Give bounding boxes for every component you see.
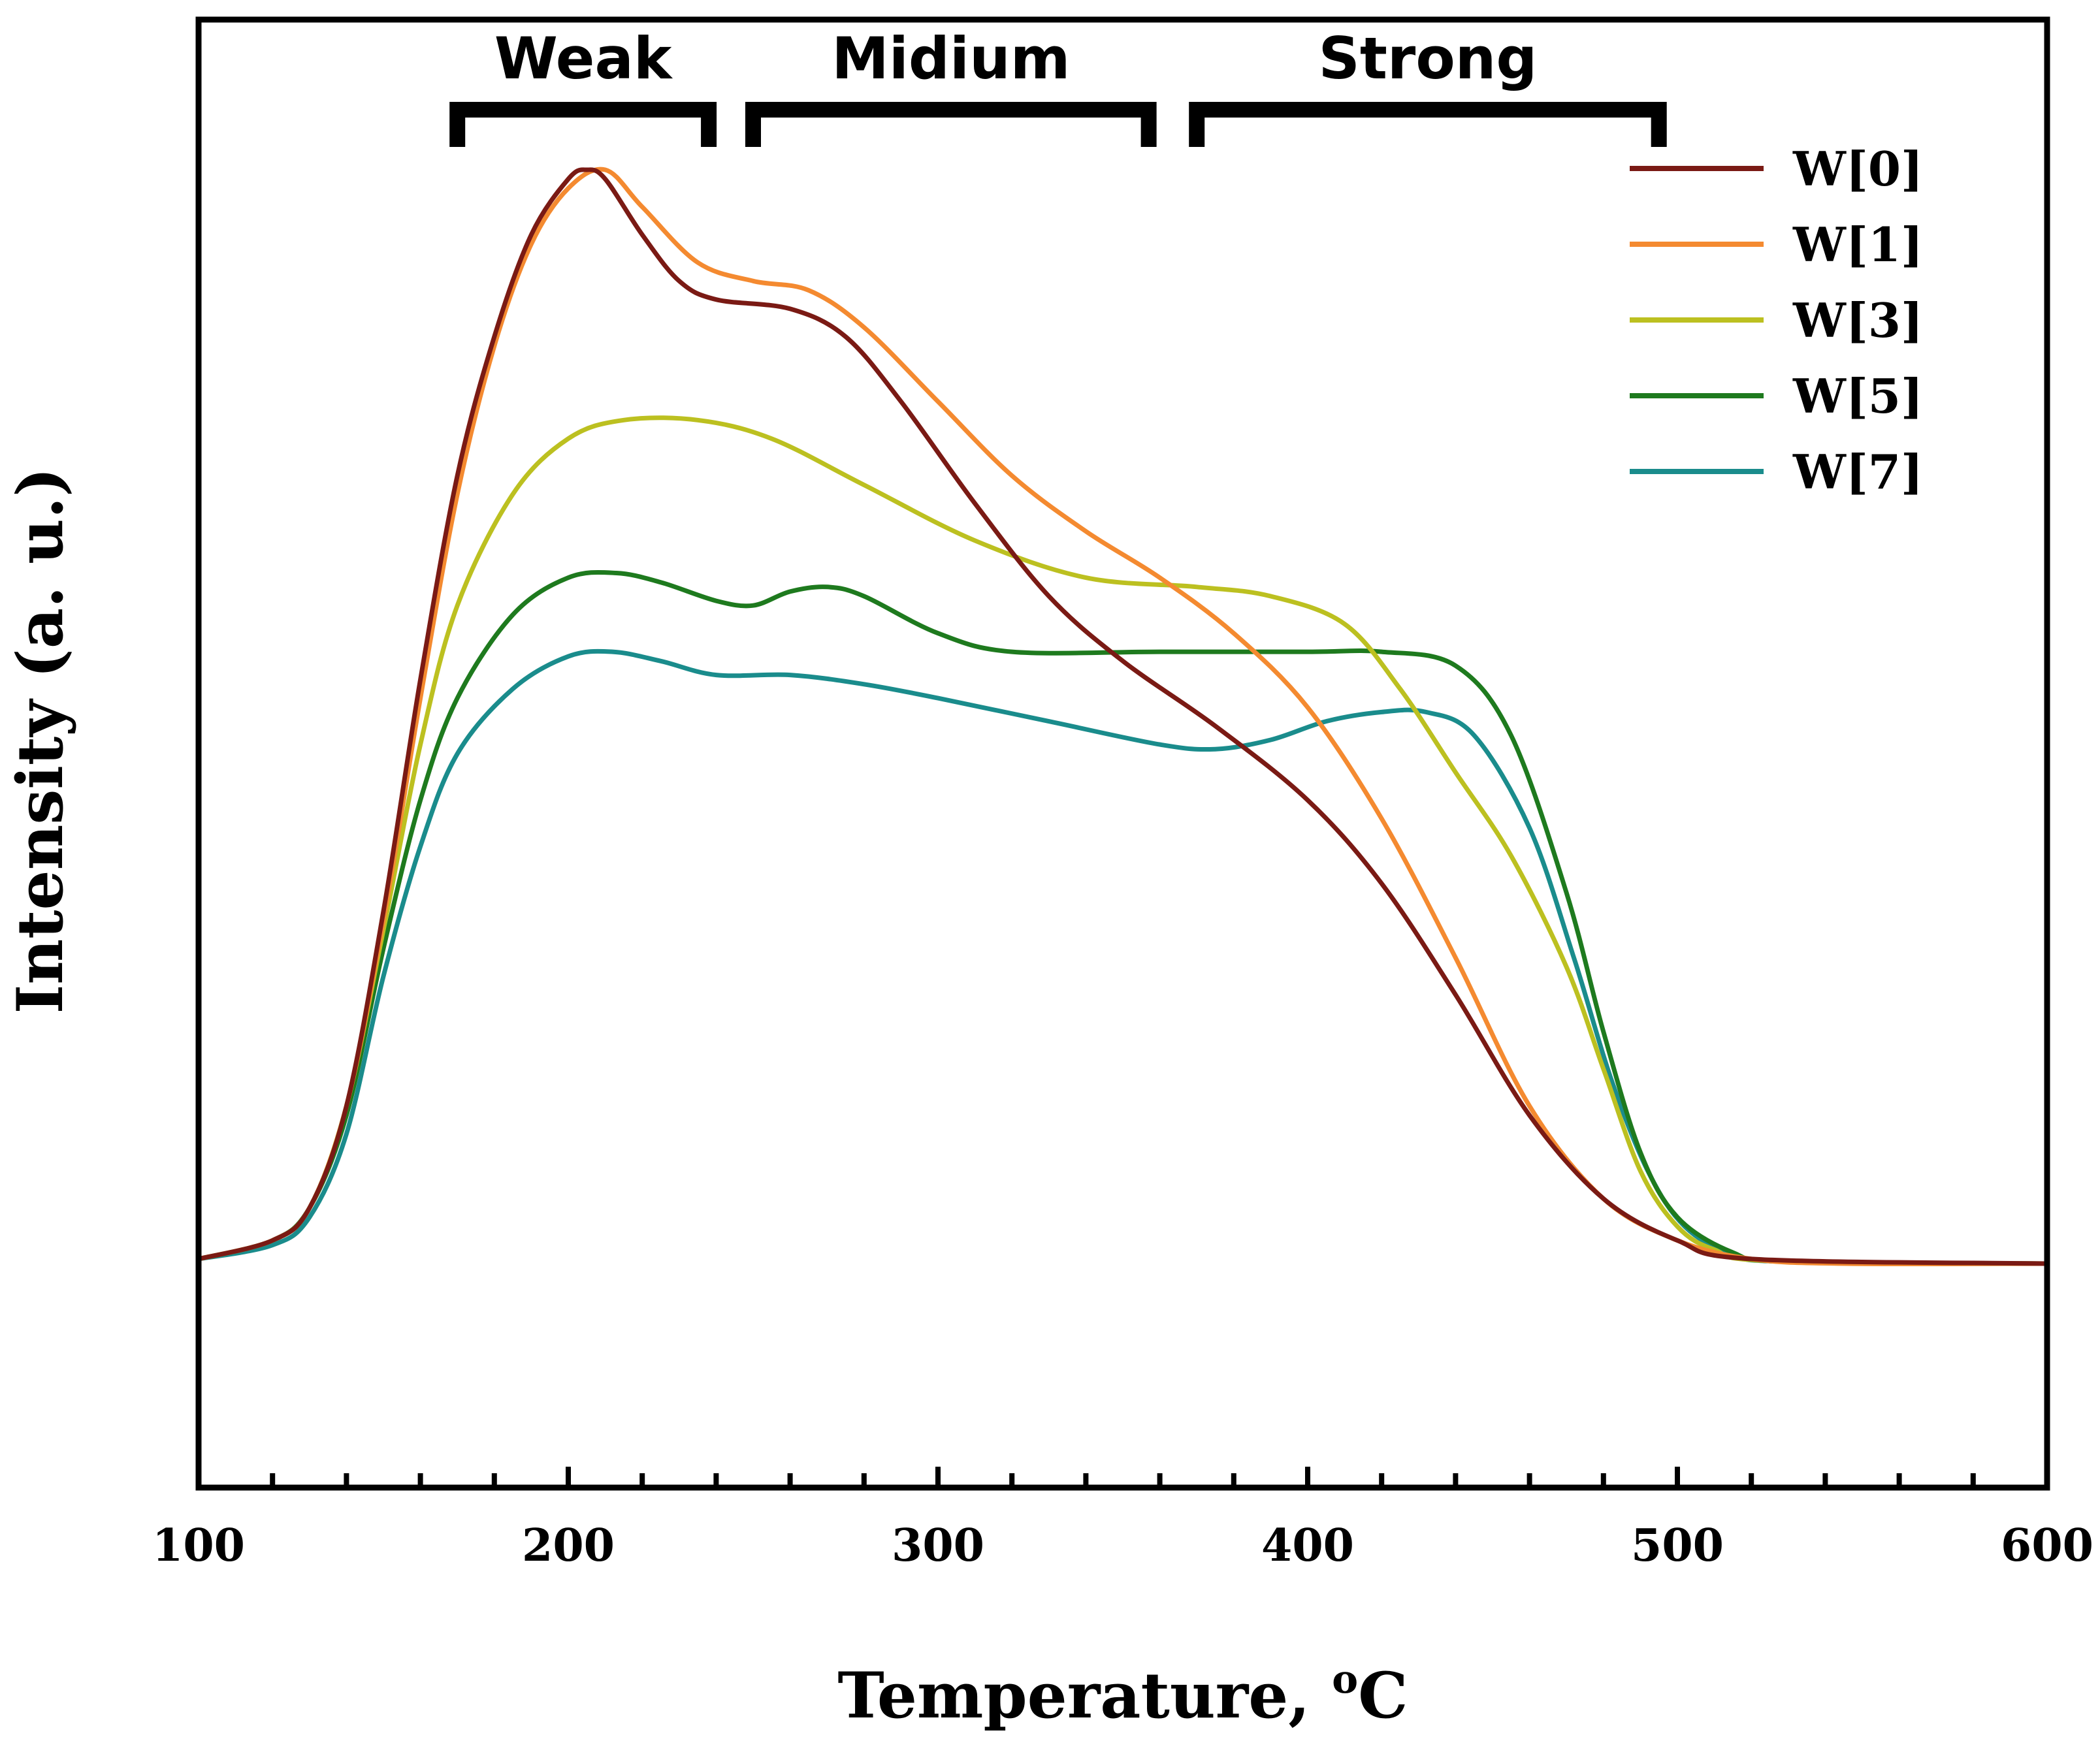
legend-label: W[0] — [1792, 141, 1923, 197]
x-axis-title: Temperature, oC — [837, 1657, 1408, 1732]
x-tick-label: 400 — [1261, 1520, 1354, 1572]
data-series — [196, 167, 2050, 1267]
region-bracket-strong: Strong — [1189, 25, 1667, 147]
legend-label: W[7] — [1792, 444, 1923, 500]
series-line-W3 — [196, 415, 2050, 1266]
x-axis-title-degree: o — [1332, 1657, 1358, 1702]
legend-label: W[3] — [1792, 293, 1923, 348]
legend-item: W[1] — [1630, 217, 1923, 272]
x-axis-tick-labels: 100 200 300 400 500 600 — [152, 1520, 2093, 1572]
bracket-shape — [449, 102, 717, 147]
x-tick-label: 500 — [1631, 1520, 1724, 1572]
bracket-shape — [745, 102, 1157, 147]
legend-item: W[7] — [1630, 444, 1923, 500]
plot-area-frame — [195, 16, 2050, 1491]
region-bracket-weak: Weak — [449, 25, 717, 147]
x-tick-label: 300 — [892, 1520, 984, 1572]
legend: W[0] W[1] W[3] W[5] W[7] — [1630, 141, 1923, 500]
x-tick-label: 200 — [522, 1520, 615, 1572]
x-axis-title-unit: C — [1358, 1659, 1408, 1732]
region-label: Weak — [494, 25, 673, 92]
region-bracket-midium: Midium — [745, 25, 1157, 147]
x-tick-label: 600 — [2001, 1520, 2093, 1572]
series-line-W7 — [196, 648, 2050, 1266]
legend-label: W[5] — [1792, 368, 1923, 424]
legend-label: W[1] — [1792, 217, 1923, 272]
bracket-shape — [1189, 102, 1667, 147]
region-label: Midium — [832, 25, 1070, 92]
y-axis-title: Intensity (a. u.) — [3, 467, 77, 1013]
series-line-W5 — [196, 569, 2050, 1266]
region-brackets: Weak Midium Strong — [449, 25, 1667, 147]
legend-item: W[0] — [1630, 141, 1923, 197]
legend-item: W[5] — [1630, 368, 1923, 424]
region-label: Strong — [1318, 25, 1537, 92]
x-axis-title-text: Temperature, — [837, 1659, 1332, 1732]
legend-item: W[3] — [1630, 293, 1923, 348]
x-tick-label: 100 — [152, 1520, 245, 1572]
series-line-W0 — [196, 167, 2050, 1266]
x-axis-ticks — [270, 1467, 1976, 1488]
series-line-W1 — [196, 167, 2050, 1267]
